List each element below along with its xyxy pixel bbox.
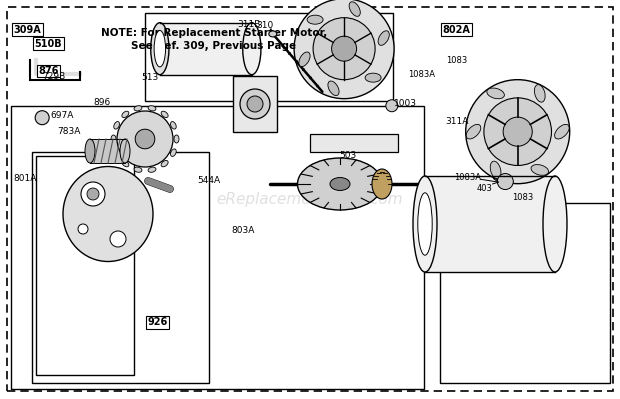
Text: 513: 513 (141, 73, 159, 81)
Ellipse shape (122, 160, 129, 167)
Circle shape (386, 100, 398, 112)
Text: 403: 403 (476, 184, 492, 193)
Ellipse shape (122, 111, 129, 118)
Bar (310, 134, 398, 152)
Text: 802A: 802A (443, 25, 471, 35)
Circle shape (110, 231, 126, 247)
Text: 311B: 311B (237, 20, 260, 29)
Text: 1083A: 1083A (454, 173, 481, 182)
Circle shape (497, 174, 513, 190)
Ellipse shape (299, 52, 310, 67)
Text: 697A: 697A (51, 111, 74, 120)
Ellipse shape (85, 139, 95, 163)
Ellipse shape (161, 160, 168, 167)
Ellipse shape (307, 15, 323, 24)
Text: 1083: 1083 (446, 56, 467, 65)
Ellipse shape (555, 124, 569, 139)
Text: See Ref. 309, Previous Page: See Ref. 309, Previous Page (131, 41, 296, 51)
Text: 729B: 729B (42, 72, 66, 81)
Ellipse shape (243, 23, 261, 75)
Ellipse shape (466, 124, 480, 139)
Bar (440, 203, 610, 383)
Circle shape (294, 0, 394, 99)
Ellipse shape (111, 135, 116, 143)
Text: 1083A: 1083A (408, 70, 435, 79)
Text: 926: 926 (148, 317, 168, 328)
Ellipse shape (170, 149, 176, 156)
Ellipse shape (298, 158, 383, 210)
Bar (145, 13, 393, 101)
Ellipse shape (174, 135, 179, 143)
Ellipse shape (161, 111, 168, 118)
Ellipse shape (328, 81, 339, 96)
Ellipse shape (151, 23, 169, 75)
Circle shape (87, 188, 99, 200)
Circle shape (332, 36, 356, 61)
Ellipse shape (269, 31, 277, 37)
Ellipse shape (490, 161, 501, 179)
Ellipse shape (372, 169, 392, 199)
Text: 783A: 783A (57, 127, 81, 136)
Text: 310: 310 (256, 22, 273, 30)
Bar (160, 23, 252, 75)
Ellipse shape (543, 176, 567, 272)
Circle shape (78, 224, 88, 234)
Ellipse shape (534, 85, 545, 102)
Bar (36, 156, 134, 375)
Circle shape (313, 18, 375, 80)
Text: 801A: 801A (14, 174, 37, 183)
Ellipse shape (365, 73, 381, 82)
Text: NOTE: For Replacement Starter Motor,: NOTE: For Replacement Starter Motor, (101, 28, 327, 38)
Ellipse shape (487, 88, 505, 99)
Text: 544A: 544A (197, 176, 220, 185)
Ellipse shape (134, 167, 142, 172)
Text: 1003: 1003 (394, 99, 417, 108)
Ellipse shape (531, 164, 549, 175)
Circle shape (117, 111, 173, 167)
Ellipse shape (63, 166, 153, 261)
Ellipse shape (148, 106, 156, 111)
Ellipse shape (247, 96, 263, 112)
Text: 309A: 309A (14, 25, 42, 35)
Ellipse shape (148, 167, 156, 172)
Ellipse shape (114, 122, 120, 129)
Ellipse shape (154, 30, 166, 67)
Bar (90, 139, 125, 163)
Ellipse shape (418, 193, 432, 255)
Ellipse shape (114, 149, 120, 156)
Bar (233, 76, 277, 132)
Text: eReplacementParts.com: eReplacementParts.com (216, 192, 404, 207)
Ellipse shape (378, 31, 389, 45)
Circle shape (503, 117, 532, 146)
Bar (11, 106, 424, 389)
Bar (425, 176, 555, 272)
Ellipse shape (349, 2, 360, 16)
Bar (32, 152, 209, 383)
Circle shape (81, 182, 105, 206)
Circle shape (35, 111, 49, 125)
Circle shape (484, 98, 552, 166)
Circle shape (135, 129, 155, 149)
Text: 1083: 1083 (512, 193, 533, 202)
Ellipse shape (330, 178, 350, 190)
Text: 896: 896 (93, 99, 110, 107)
Text: 876: 876 (38, 66, 59, 76)
Circle shape (466, 80, 570, 184)
Ellipse shape (170, 122, 176, 129)
Text: 503: 503 (340, 151, 357, 160)
Ellipse shape (240, 89, 270, 119)
Text: 803A: 803A (231, 226, 255, 235)
Text: 510B: 510B (35, 39, 63, 49)
Ellipse shape (134, 106, 142, 111)
Ellipse shape (413, 176, 437, 272)
Text: 311A: 311A (445, 117, 469, 126)
Ellipse shape (120, 139, 130, 163)
